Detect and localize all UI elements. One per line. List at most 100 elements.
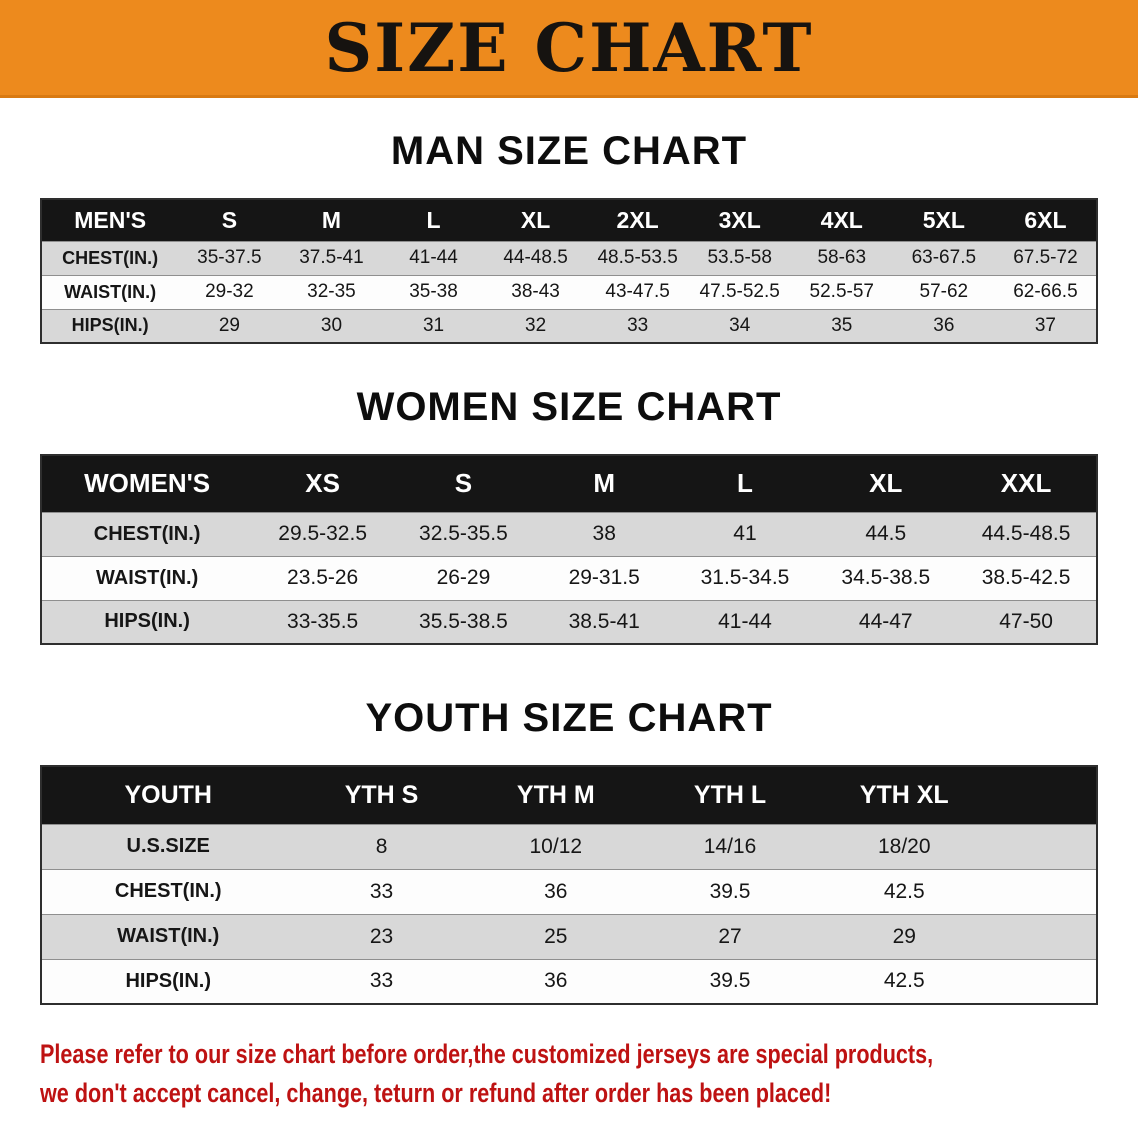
size-value-cell: 35.5-38.5 (393, 600, 534, 644)
size-value-cell: 38.5-41 (533, 600, 675, 644)
measurement-row: HIPS(IN.) 33-35.5 35.5-38.5 38.5-41 41-44 44-… (41, 600, 1097, 644)
youth-size-chart-corner-label: YOUTH (41, 766, 295, 824)
size-value-cell: 35-38 (382, 275, 485, 309)
measurement-row-label: WAIST(IN.) (41, 275, 179, 309)
size-value-cell: 52.5-57 (790, 275, 893, 309)
size-value-cell: 38.5-42.5 (956, 556, 1097, 600)
measurement-row: CHEST(IN.) 29.5-32.5 32.5-35.5 38 41 44.5 44.5… (41, 512, 1097, 556)
size-column-header: L (674, 455, 816, 512)
measurement-row-label: WAIST(IN.) (41, 556, 253, 600)
measurement-row-label: HIPS(IN.) (41, 600, 253, 644)
women-size-table: WOMEN'S XS S M L XL XXL CHEST(IN.) 29.5-32.5 32.5… (40, 454, 1098, 645)
youth-size-chart-header-row: YOUTH YTH S YTH M YTH L YTH XL (41, 766, 1097, 824)
size-value-cell: 42.5 (817, 959, 992, 1004)
size-value-cell: 29.5-32.5 (252, 512, 394, 556)
size-value-cell: 29 (178, 309, 281, 343)
measurement-row-label: CHEST(IN.) (41, 869, 295, 914)
size-value-cell: 25 (468, 914, 643, 959)
men-section-heading: MAN SIZE CHART (390, 129, 748, 173)
size-value-cell: 47-50 (956, 600, 1097, 644)
size-column-header: S (178, 199, 281, 241)
measurement-row: WAIST(IN.) 23 25 27 29 (41, 914, 1097, 959)
header-spacer (991, 766, 1097, 824)
size-value-cell: 57-62 (892, 275, 995, 309)
size-value-cell: 35 (790, 309, 893, 343)
size-value-cell: 63-67.5 (892, 241, 995, 275)
size-value-cell: 26-29 (393, 556, 534, 600)
footer-disclaimer-line-2: we don't accept cancel, change, teturn o… (40, 1078, 832, 1108)
size-value-cell: 10/12 (468, 824, 643, 869)
size-column-header: 3XL (688, 199, 791, 241)
size-column-header: M (533, 455, 675, 512)
size-column-header: M (280, 199, 383, 241)
size-value-cell: 44-48.5 (484, 241, 587, 275)
size-value-cell: 44.5-48.5 (956, 512, 1097, 556)
size-column-header: 2XL (586, 199, 689, 241)
size-value-cell: 42.5 (817, 869, 992, 914)
size-column-header: 5XL (892, 199, 995, 241)
size-value-cell: 36 (468, 959, 643, 1004)
measurement-row: U.S.SIZE 8 10/12 14/16 18/20 (41, 824, 1097, 869)
size-value-cell: 31 (382, 309, 485, 343)
size-value-cell: 41-44 (674, 600, 816, 644)
size-value-cell: 14/16 (642, 824, 818, 869)
measurement-row: WAIST(IN.) 29-32 32-35 35-38 38-43 43-47.5 47.… (41, 275, 1097, 309)
size-column-header: YTH XL (817, 766, 992, 824)
measurement-row: HIPS(IN.) 29 30 31 32 33 34 35 36 37 (41, 309, 1097, 343)
size-value-cell: 35-37.5 (178, 241, 281, 275)
footer-disclaimer: Please refer to our size chart before or… (40, 1035, 1138, 1113)
measurement-row-label: U.S.SIZE (41, 824, 295, 869)
footer-disclaimer-line-1: Please refer to our size chart before or… (40, 1039, 934, 1069)
size-value-cell: 23.5-26 (252, 556, 394, 600)
measurement-row: CHEST(IN.) 33 36 39.5 42.5 (41, 869, 1097, 914)
size-column-header: 6XL (994, 199, 1097, 241)
size-value-cell: 62-66.5 (994, 275, 1097, 309)
size-value-cell: 53.5-58 (688, 241, 791, 275)
size-value-cell: 31.5-34.5 (674, 556, 816, 600)
men-size-chart-corner-label: MEN'S (41, 199, 179, 241)
measurement-row-label: HIPS(IN.) (41, 959, 295, 1004)
row-spacer (991, 869, 1097, 914)
size-value-cell: 44-47 (815, 600, 957, 644)
size-value-cell: 33 (586, 309, 689, 343)
measurement-row-label: WAIST(IN.) (41, 914, 295, 959)
size-value-cell: 27 (642, 914, 818, 959)
size-value-cell: 23 (294, 914, 469, 959)
size-value-cell: 37.5-41 (280, 241, 383, 275)
size-value-cell: 32 (484, 309, 587, 343)
row-spacer (991, 959, 1097, 1004)
size-value-cell: 29 (817, 914, 992, 959)
size-value-cell: 33-35.5 (252, 600, 394, 644)
size-value-cell: 44.5 (815, 512, 957, 556)
women-size-chart-header-row: WOMEN'S XS S M L XL XXL (41, 455, 1097, 512)
row-spacer (991, 914, 1097, 959)
measurement-row: CHEST(IN.) 35-37.5 37.5-41 41-44 44-48.5 48.5… (41, 241, 1097, 275)
row-spacer (991, 824, 1097, 869)
size-column-header: YTH M (468, 766, 643, 824)
size-column-header: S (393, 455, 534, 512)
size-column-header: 4XL (790, 199, 893, 241)
size-column-header: YTH S (294, 766, 469, 824)
size-value-cell: 33 (294, 869, 469, 914)
size-value-cell: 36 (892, 309, 995, 343)
measurement-row: WAIST(IN.) 23.5-26 26-29 29-31.5 31.5-34.5 34… (41, 556, 1097, 600)
size-value-cell: 8 (294, 824, 469, 869)
size-value-cell: 29-32 (178, 275, 281, 309)
size-value-cell: 38-43 (484, 275, 587, 309)
size-value-cell: 34 (688, 309, 791, 343)
size-column-header: XL (815, 455, 957, 512)
youth-size-table: YOUTH YTH S YTH M YTH L YTH XL U.S.SIZE 8 10/12… (40, 765, 1098, 1005)
size-value-cell: 34.5-38.5 (815, 556, 957, 600)
size-value-cell: 41-44 (382, 241, 485, 275)
size-value-cell: 33 (294, 959, 469, 1004)
size-value-cell: 29-31.5 (533, 556, 675, 600)
size-value-cell: 48.5-53.5 (586, 241, 689, 275)
size-column-header: XL (484, 199, 587, 241)
measurement-row-label: CHEST(IN.) (41, 241, 179, 275)
size-value-cell: 41 (674, 512, 816, 556)
measurement-row: HIPS(IN.) 33 36 39.5 42.5 (41, 959, 1097, 1004)
size-column-header: XS (252, 455, 394, 512)
size-value-cell: 37 (994, 309, 1097, 343)
youth-section-heading: YOUTH SIZE CHART (365, 696, 773, 740)
size-value-cell: 36 (468, 869, 643, 914)
